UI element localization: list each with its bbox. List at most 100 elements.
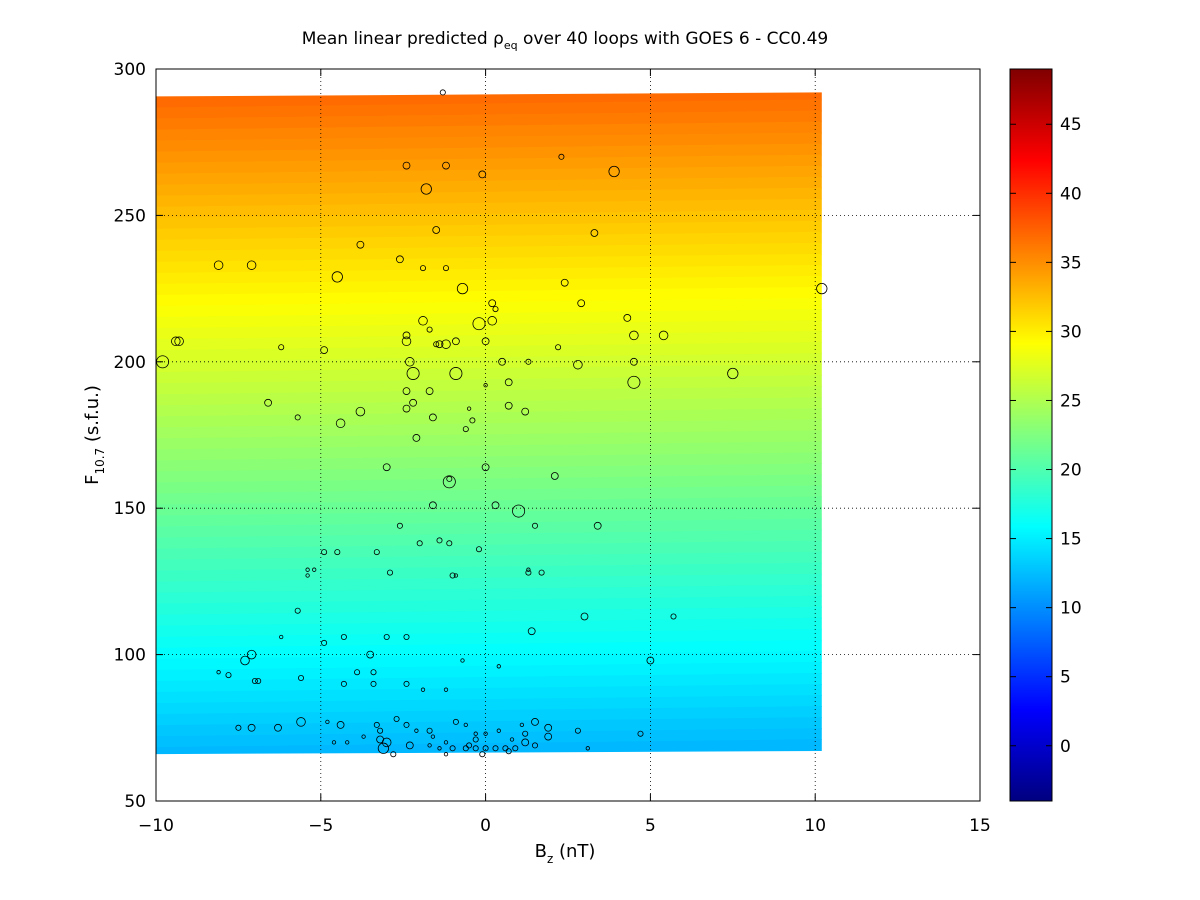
y-axis-ticks: 50 100 150 200 250 300 <box>114 60 980 812</box>
data-point <box>216 670 221 675</box>
data-point <box>585 746 590 751</box>
data-point <box>331 740 337 745</box>
field-band <box>156 209 822 230</box>
data-point <box>403 721 410 728</box>
data-point <box>402 331 411 340</box>
data-point <box>522 730 529 737</box>
data-point <box>504 378 513 387</box>
data-point <box>573 359 583 370</box>
chart-title: Mean linear predicted ρeq over 40 loops … <box>302 29 828 52</box>
plot-frame <box>155 68 981 802</box>
field-band <box>156 408 822 429</box>
colorbar-tick-label: 15 <box>1060 530 1082 550</box>
data-point <box>521 738 530 747</box>
field-band <box>156 264 822 285</box>
data-point <box>355 406 366 417</box>
colorbar-tick-label: 30 <box>1060 322 1082 342</box>
data-point <box>519 722 525 728</box>
data-point <box>646 656 655 665</box>
data-point <box>482 745 489 752</box>
data-point <box>377 742 390 754</box>
data-point <box>637 730 644 737</box>
data-point <box>405 357 415 367</box>
data-point <box>429 501 437 510</box>
colorbar-tick-label: 5 <box>1060 668 1071 688</box>
data-point <box>383 633 390 641</box>
data-point <box>472 745 479 752</box>
data-point <box>538 569 545 576</box>
data-point <box>462 426 469 433</box>
data-point <box>481 463 490 472</box>
data-point <box>418 316 428 326</box>
colorbar-tick-label: 10 <box>1060 599 1082 619</box>
field-band <box>156 474 822 495</box>
y-tick-label: 100 <box>114 646 146 666</box>
data-point <box>456 282 469 295</box>
data-point <box>449 572 456 579</box>
field-band <box>156 286 822 307</box>
data-point <box>340 680 347 687</box>
field-band <box>156 154 822 175</box>
field-band <box>156 529 822 550</box>
data-point <box>442 161 450 170</box>
colorbar-ticks: 0 5 10 15 20 25 30 35 40 45 <box>1010 115 1082 757</box>
data-point <box>370 669 377 676</box>
field-band <box>156 562 822 583</box>
data-point <box>577 299 586 308</box>
data-point <box>449 745 456 752</box>
data-point <box>225 672 232 679</box>
data-point <box>386 569 394 576</box>
data-point <box>426 727 433 734</box>
data-point <box>419 265 427 272</box>
data-point <box>460 658 465 663</box>
data-point <box>409 398 417 407</box>
data-point <box>336 721 345 729</box>
data-point <box>354 669 361 676</box>
data-point <box>305 573 310 578</box>
field-band <box>156 496 822 517</box>
data-point <box>475 546 483 553</box>
data-point <box>492 306 499 313</box>
data-point <box>550 472 559 480</box>
field-band <box>156 551 822 572</box>
field-band <box>156 132 822 153</box>
colorbar-tick-label: 20 <box>1060 461 1082 481</box>
data-point <box>370 680 377 687</box>
field-band <box>156 165 822 186</box>
field-band <box>156 628 822 649</box>
data-point <box>331 271 343 283</box>
colorbar-tick-label: 25 <box>1060 391 1082 411</box>
data-point <box>593 521 602 530</box>
data-point <box>453 573 459 578</box>
y-axis-label: F10.7 (s.f.u.) <box>82 385 107 485</box>
data-point <box>320 346 328 354</box>
data-point <box>443 740 449 745</box>
field-band <box>156 452 822 473</box>
data-point <box>488 299 497 308</box>
data-point <box>531 718 539 726</box>
data-point <box>479 751 486 758</box>
data-point <box>297 674 305 682</box>
data-point <box>627 375 641 389</box>
data-point <box>608 165 620 178</box>
x-axis-label: Bz (nT) <box>535 841 596 866</box>
data-point <box>544 732 553 741</box>
y-tick-label: 300 <box>114 60 146 80</box>
data-point <box>402 161 411 170</box>
data-point <box>439 89 446 96</box>
data-point <box>425 387 434 395</box>
data-point <box>278 344 285 351</box>
field-band <box>156 320 822 340</box>
data-point <box>340 633 347 641</box>
field-band <box>156 297 822 318</box>
field-band <box>156 441 822 462</box>
field-band <box>156 231 822 252</box>
data-point <box>816 282 828 295</box>
data-point <box>405 741 414 750</box>
data-point <box>452 718 459 725</box>
data-point <box>361 734 366 739</box>
field-band <box>156 606 822 627</box>
data-point <box>240 655 250 666</box>
data-point <box>305 567 310 572</box>
data-point <box>414 728 419 733</box>
